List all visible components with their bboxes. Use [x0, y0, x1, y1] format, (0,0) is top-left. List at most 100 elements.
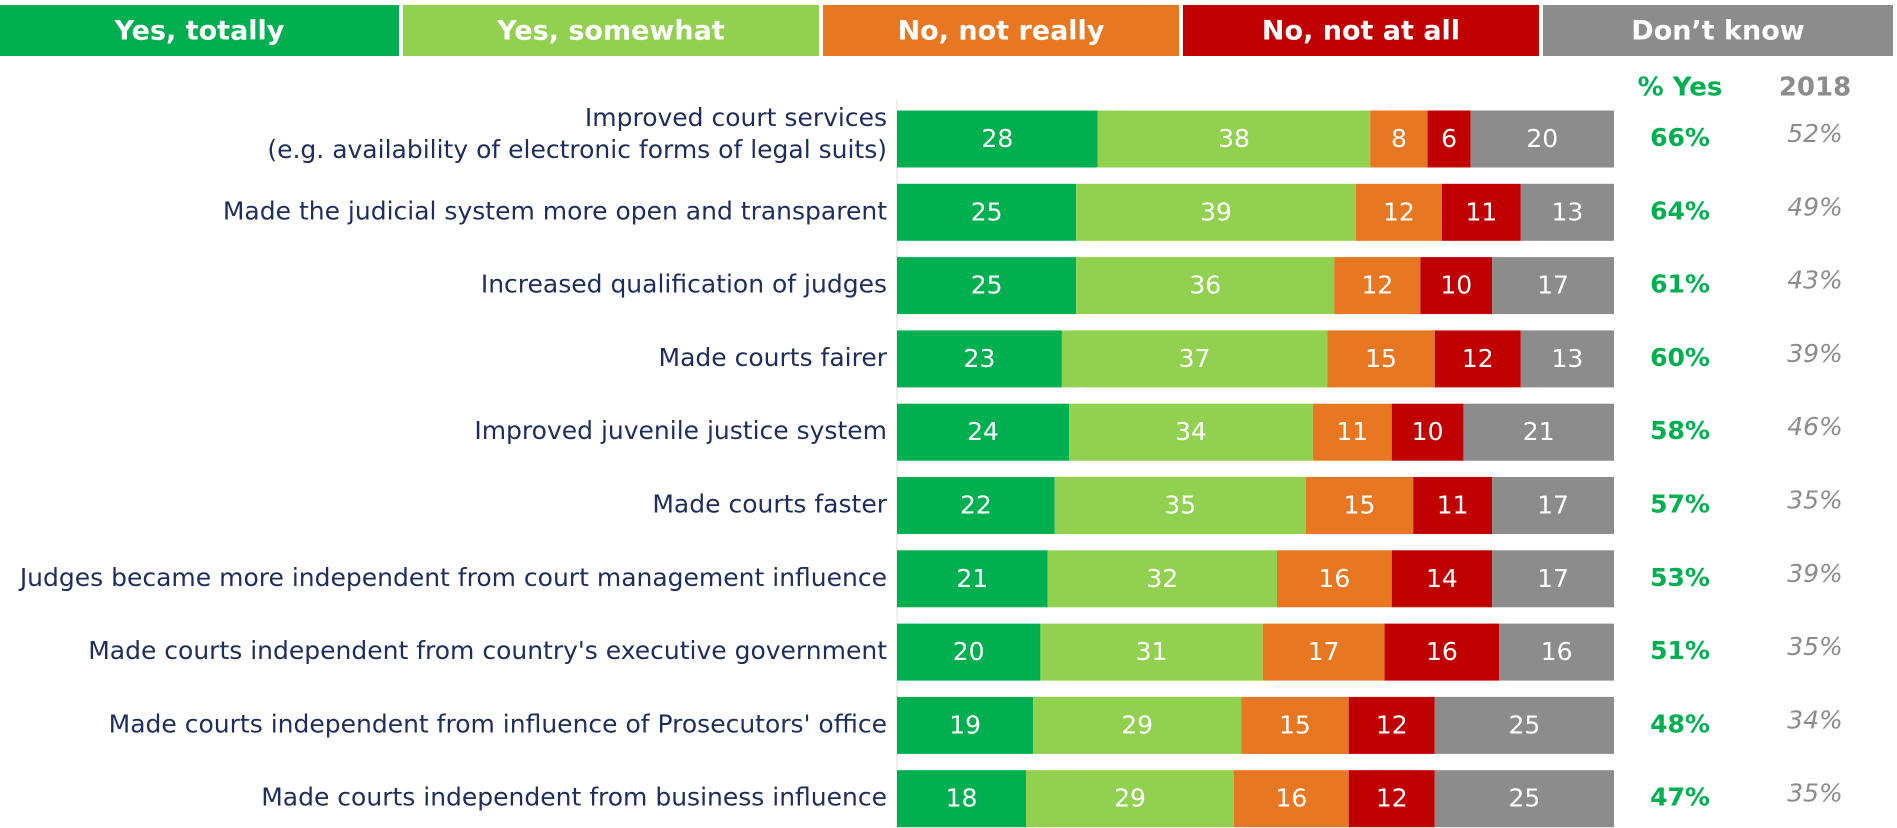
bar-segment [897, 330, 1062, 388]
bar-value-label: 15 [1279, 710, 1311, 739]
bar-segment [1040, 623, 1263, 681]
prior-year-percent: 34% [1787, 705, 1843, 734]
category-label: Made courts faster [652, 490, 887, 519]
bar-segment [897, 550, 1048, 608]
bar-segment [1413, 477, 1493, 534]
bar-segment [1492, 550, 1614, 608]
bar-segment [1262, 623, 1385, 681]
bar-segment [1312, 403, 1392, 461]
bar-value-label: 12 [1361, 271, 1393, 300]
bar-segment [1241, 696, 1349, 754]
bar-segment [1499, 623, 1614, 681]
bar-value-label: 16 [1318, 564, 1350, 593]
yes-percent: 60% [1650, 343, 1710, 372]
yes-percent: 47% [1650, 783, 1710, 812]
category-label: Increased qualification of judges [481, 270, 887, 299]
legend-swatch [823, 5, 1179, 56]
bar-segment [1033, 696, 1242, 754]
bar-value-label: 10 [1412, 417, 1444, 446]
legend-swatch [403, 5, 819, 56]
bar-value-label: 22 [960, 491, 992, 520]
bar-segment [897, 110, 1098, 168]
yes-percent: 48% [1650, 709, 1710, 738]
bar-value-label: 20 [1526, 124, 1558, 153]
bar-value-label: 11 [1336, 417, 1368, 446]
bar-segment [1434, 330, 1521, 388]
legend-swatch [0, 5, 399, 56]
bar-segment [1520, 330, 1614, 388]
bar-value-label: 17 [1308, 637, 1340, 666]
bar-segment [1097, 110, 1371, 168]
bar-segment [1277, 550, 1392, 608]
category-label: Judges became more independent from cour… [18, 563, 887, 592]
bar-value-label: 25 [971, 271, 1003, 300]
bar-segment [1492, 477, 1614, 534]
bar-value-label: 11 [1437, 491, 1469, 520]
bar-segment [1069, 403, 1313, 461]
category-label: Made courts fairer [659, 343, 888, 372]
bar-value-label: 34 [1175, 417, 1207, 446]
bar-segment [897, 257, 1077, 315]
bar-segment [1384, 623, 1500, 681]
bar-value-label: 21 [956, 564, 988, 593]
prior-year-percent: 35% [1787, 779, 1843, 808]
bar-segment [1233, 770, 1349, 828]
category-label: Improved court services (e.g. availabilit… [267, 103, 887, 164]
bar-value-label: 24 [967, 417, 999, 446]
bar-segment [1334, 257, 1421, 315]
yes-percent: 66% [1650, 123, 1710, 152]
bar-segment [1348, 696, 1435, 754]
prior-year-percent: 52% [1787, 119, 1843, 148]
legend-swatch [1183, 5, 1539, 56]
bar-value-label: 8 [1391, 124, 1407, 153]
prior-year-percent: 35% [1787, 632, 1843, 661]
bar-segment [1054, 477, 1306, 534]
bar-segment [1441, 183, 1521, 241]
bar-segment [897, 696, 1034, 754]
bar-segment [1492, 257, 1614, 315]
category-label: Made courts independent from business in… [261, 783, 887, 812]
prior-year-percent: 35% [1787, 486, 1843, 515]
bar-value-label: 32 [1146, 564, 1178, 593]
bar-value-label: 12 [1462, 344, 1494, 373]
bar-value-label: 11 [1465, 197, 1497, 226]
column-header: % Yes [1638, 73, 1723, 103]
bar-segment [1434, 770, 1614, 828]
bar-segment [1061, 330, 1328, 388]
category-label: Made courts independent from country's e… [88, 636, 887, 665]
bar-segment [1047, 550, 1278, 608]
bar-value-label: 20 [953, 637, 985, 666]
category-label: Made courts independent from influence o… [109, 709, 887, 738]
bar-value-label: 17 [1537, 491, 1569, 520]
bar-segment [1391, 550, 1493, 608]
bar-segment [897, 477, 1055, 534]
bar-value-label: 16 [1426, 637, 1458, 666]
bar-value-label: 17 [1537, 564, 1569, 593]
bar-value-label: 35 [1164, 491, 1196, 520]
bar-segment [1427, 110, 1471, 168]
bar-value-label: 39 [1200, 197, 1232, 226]
bar-segment [1391, 403, 1464, 461]
bar-value-label: 31 [1136, 637, 1168, 666]
bar-value-label: 38 [1218, 124, 1250, 153]
bar-value-label: 25 [1508, 710, 1540, 739]
yes-percent: 57% [1650, 490, 1710, 519]
prior-year-percent: 43% [1787, 266, 1843, 295]
yes-percent: 64% [1650, 196, 1710, 225]
bar-segment [897, 770, 1027, 828]
bar-segment [1520, 183, 1614, 241]
bar-value-label: 23 [964, 344, 996, 373]
yes-percent: 51% [1650, 636, 1710, 665]
bar-value-label: 37 [1179, 344, 1211, 373]
bar-value-label: 21 [1523, 417, 1555, 446]
category-label: Made the judicial system more open and t… [223, 196, 887, 225]
prior-year-percent: 39% [1787, 559, 1843, 588]
bar-value-label: 29 [1121, 710, 1153, 739]
bar-value-label: 12 [1383, 197, 1415, 226]
legend-label: No, not at all [1262, 16, 1460, 47]
bar-segment [1420, 257, 1493, 315]
prior-year-percent: 49% [1787, 192, 1843, 221]
bar-segment [1327, 330, 1435, 388]
bar-segment [897, 623, 1041, 681]
